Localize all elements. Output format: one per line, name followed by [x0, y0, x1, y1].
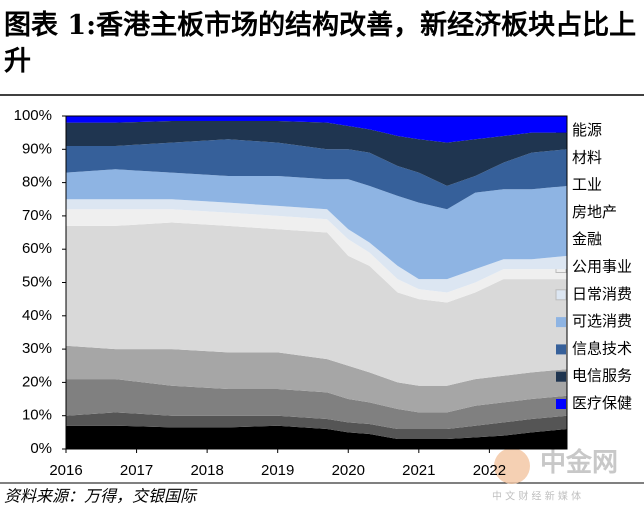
- x-tick-label: 2017: [120, 462, 153, 479]
- legend-swatch: [556, 317, 566, 328]
- y-tick-label: 30%: [22, 340, 52, 357]
- area: [66, 379, 567, 430]
- area: [66, 120, 567, 186]
- legend-swatch: [555, 289, 567, 301]
- area: [66, 222, 567, 386]
- legend-label: 电信服务: [572, 367, 632, 385]
- legend-label: 金融: [572, 230, 602, 248]
- x-tick-label: 2016: [49, 462, 82, 479]
- area: [66, 412, 567, 440]
- area: [66, 199, 567, 293]
- area: [66, 345, 567, 413]
- legend-swatch: [556, 371, 566, 382]
- area: [66, 425, 567, 449]
- legend-label: 材料: [572, 148, 602, 166]
- y-tick-label: 100%: [14, 107, 52, 124]
- y-tick-label: 90%: [22, 140, 52, 157]
- legend-label: 工业: [572, 176, 602, 194]
- x-tick-label: 2020: [332, 462, 365, 479]
- area: [66, 139, 567, 210]
- source: 资料来源：万得，交银国际: [4, 487, 198, 506]
- area: [66, 116, 567, 143]
- watermark-sub: 中 文 财 经 新 媒 体: [492, 490, 581, 503]
- x-tick-label: 2019: [261, 462, 294, 479]
- y-tick-label: 10%: [22, 407, 52, 424]
- x-tick-label: 2022: [473, 462, 506, 479]
- y-tick-label: 70%: [22, 207, 52, 224]
- legend-swatch: [556, 344, 566, 355]
- watermark-logo: [494, 448, 530, 484]
- y-tick-label: 40%: [22, 307, 52, 324]
- x-tick-label: 2018: [190, 462, 223, 479]
- legend-label: 能源: [572, 121, 602, 139]
- legend-label: 医疗保健: [572, 394, 632, 412]
- y-tick-label: 20%: [22, 373, 52, 390]
- y-tick-label: 50%: [22, 273, 52, 290]
- legend-label: 公用事业: [572, 258, 632, 276]
- chart-title: 图表 1:香港主板市场的结构改善，新经济板块占比上升: [4, 10, 637, 77]
- legend-label: 日常消费: [572, 285, 632, 303]
- legend-label: 房地产: [572, 203, 617, 221]
- watermark: 中金网: [540, 447, 618, 478]
- x-tick-label: 2021: [402, 462, 435, 479]
- area: [66, 209, 567, 303]
- y-tick-label: 0%: [30, 440, 52, 457]
- legend-label: 信息技术: [572, 339, 632, 357]
- area: [66, 169, 567, 280]
- y-tick-label: 80%: [22, 174, 52, 191]
- y-tick-label: 60%: [22, 240, 52, 257]
- legend-swatch: [556, 399, 566, 409]
- legend-label: 可选消费: [572, 312, 632, 330]
